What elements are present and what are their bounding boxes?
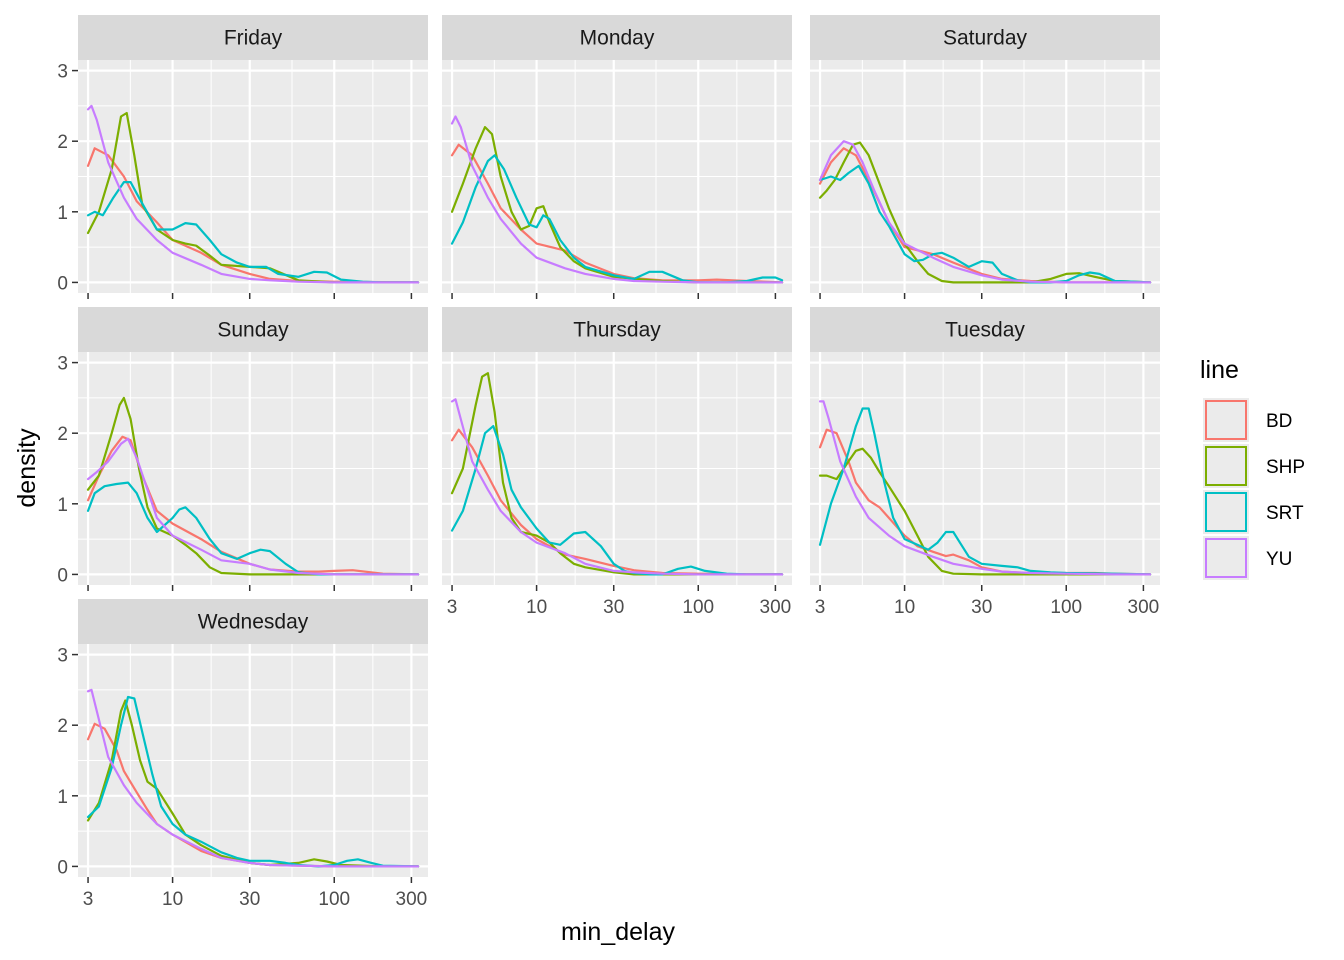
strip-label: Sunday [217,319,289,342]
series-line-yu [86,688,420,868]
strip-label: Friday [224,27,283,50]
panel-sunday: Sunday 0 1 2 3 [57,307,428,591]
strip-label: Thursday [573,319,661,342]
series-line-bd [450,143,784,284]
y-axis-title: density [13,428,41,508]
x-tick-label: 300 [396,889,428,910]
series-line-yu [86,437,420,576]
strip-background [810,15,1160,60]
series-line-srt [818,164,1152,284]
series-line-yu [818,140,1152,284]
x-tick-label: 10 [526,597,547,618]
strip-label: Monday [580,27,655,50]
x-tick-label: 300 [760,597,792,618]
x-axis-title: min_delay [561,918,675,946]
legend-item-shp: SHP [1203,444,1305,488]
series-line-bd [86,435,420,576]
series-line-srt [86,695,420,868]
x-tick-label: 100 [318,889,350,910]
x-tick-label: 100 [682,597,714,618]
series-line-shp [818,141,1152,284]
y-tick-label: 3 [57,62,68,83]
x-tick-label: 100 [1050,597,1082,618]
legend-key-swatch [1205,446,1247,486]
series-line-yu [86,104,420,284]
legend-key-background [1203,536,1249,580]
legend-item-srt: SRT [1203,490,1304,534]
x-tick-label: 30 [239,889,260,910]
y-tick-label: 1 [57,495,68,516]
legend-title: line [1200,356,1239,384]
y-tick-label: 2 [57,424,68,445]
x-tick-label: 10 [894,597,915,618]
panel-tuesday: Tuesday 3 10 30 100 300 [810,307,1160,618]
panel-wednesday: Wednesday 0 1 2 3 3 10 30 100 300 [57,599,428,910]
legend-item-bd: BD [1203,398,1292,442]
legend-key-swatch [1205,538,1247,578]
y-tick-label: 0 [57,273,68,294]
panel-saturday: Saturday [810,15,1160,299]
legend: line BD SHP SRT YU [1200,356,1305,580]
legend-key-background [1203,490,1249,534]
panel-thursday: Thursday 3 10 30 100 300 [442,307,792,618]
strip-background [442,15,792,60]
legend-item-yu: YU [1203,536,1292,580]
legend-label: YU [1266,549,1292,570]
series-line-yu [818,400,1152,576]
legend-label: BD [1266,411,1292,432]
series-line-srt [818,407,1152,576]
series-line-srt [86,181,420,284]
y-tick-label: 3 [57,354,68,375]
y-tick-label: 0 [57,857,68,878]
strip-background [78,15,428,60]
series-line-yu [450,398,784,576]
y-tick-label: 3 [57,646,68,667]
strip-label: Tuesday [945,319,1025,342]
x-tick-label: 30 [971,597,992,618]
x-tick-label: 10 [162,889,183,910]
legend-label: SRT [1266,503,1304,524]
panel-friday: Friday 0 1 2 3 [57,15,428,299]
y-tick-label: 2 [57,716,68,737]
legend-key-swatch [1205,400,1247,440]
legend-label: SHP [1266,457,1305,478]
strip-label: Wednesday [198,611,309,634]
series-line-shp [86,111,420,284]
series-line-shp [450,125,784,284]
strip-background [810,307,1160,352]
legend-key-swatch [1205,492,1247,532]
x-tick-label: 3 [83,889,94,910]
y-tick-label: 2 [57,132,68,153]
strip-background [78,599,428,644]
strip-background [442,307,792,352]
series-line-srt [450,425,784,576]
x-tick-label: 30 [603,597,624,618]
x-tick-label: 3 [447,597,458,618]
series-line-shp [86,396,420,576]
legend-key-background [1203,444,1249,488]
x-tick-label: 300 [1128,597,1160,618]
panel-monday: Monday [442,15,792,299]
series-line-shp [818,447,1152,576]
y-tick-label: 1 [57,203,68,224]
strip-label: Saturday [943,27,1028,50]
strip-background [78,307,428,352]
series-line-yu [450,115,784,284]
y-tick-label: 1 [57,787,68,808]
legend-key-background [1203,398,1249,442]
y-tick-label: 0 [57,565,68,586]
x-tick-label: 3 [815,597,826,618]
